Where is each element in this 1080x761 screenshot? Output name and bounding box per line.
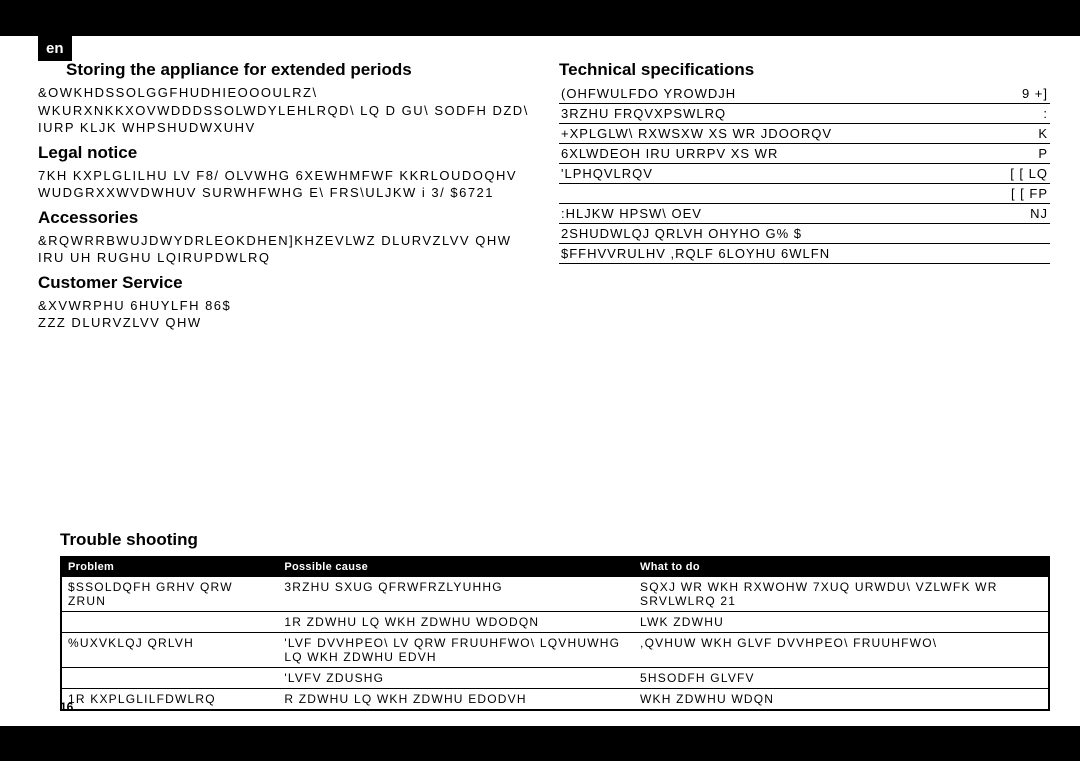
spec-value: K	[985, 124, 1050, 144]
spec-label	[559, 184, 985, 204]
heading-accessories: Accessories	[38, 208, 529, 228]
spec-label: 3RZHU FRQVXPSWLRQ	[559, 104, 985, 124]
para-storing: &OWKHDSSOLGGFHUDHIEOOOULRZ\ WKURXNKKXOVW…	[38, 84, 529, 137]
spec-label: 6XLWDEOH IRU URRPV XS WR	[559, 144, 985, 164]
ts-col-whattodo: What to do	[634, 557, 1049, 577]
spec-label: :HLJKW HPSW\ OEV	[559, 204, 985, 224]
troubleshooting-table: Problem Possible cause What to do $SSOLD…	[60, 556, 1050, 711]
spec-row: 3RZHU FRQVXPSWLRQ:	[559, 104, 1050, 124]
heading-storing: Storing the appliance for extended perio…	[66, 60, 529, 80]
left-column: Storing the appliance for extended perio…	[38, 54, 529, 332]
spec-row: $FFHVVRULHV ,RQLF 6LOYHU 6WLFN	[559, 244, 1050, 264]
spec-row: :HLJKW HPSW\ OEVNJ	[559, 204, 1050, 224]
spec-value	[985, 244, 1050, 264]
spec-row: (OHFWULFDO YROWDJH9 +]	[559, 84, 1050, 104]
para-customer-service: &XVWRPHU 6HUYLFH 86$ ZZZ DLURVZLVV QHW	[38, 297, 529, 332]
ts-row: 'LVFV ZDUSHG5HSODFH GLVFV	[61, 668, 1049, 689]
heading-tech-specs: Technical specifications	[559, 60, 1050, 80]
spec-label: (OHFWULFDO YROWDJH	[559, 84, 985, 104]
ts-row: $SSOLDQFH GRHV QRW ZRUN3RZHU SXUG QFRWFR…	[61, 577, 1049, 612]
ts-col-cause: Possible cause	[278, 557, 634, 577]
spec-value: [ [ LQ	[985, 164, 1050, 184]
spec-value	[985, 224, 1050, 244]
troubleshooting-section: Trouble shooting Problem Possible cause …	[60, 524, 1050, 711]
ts-action: SQXJ WR WKH RXWOHW 7XUQ URWDU\ VZLWFK WR…	[634, 577, 1049, 612]
spec-value: P	[985, 144, 1050, 164]
ts-cause: 1R ZDWHU LQ WKH ZDWHU WDODQN	[278, 612, 634, 633]
ts-action: LWK ZDWHU	[634, 612, 1049, 633]
spec-row: 2SHUDWLQJ QRLVH OHYHO G% $	[559, 224, 1050, 244]
ts-problem: 1R KXPLGLILFDWLRQ	[61, 689, 278, 711]
spec-value: :	[985, 104, 1050, 124]
manual-page: en Storing the appliance for extended pe…	[0, 36, 1080, 726]
ts-action: ,QVHUW WKH GLVF DVVHPEO\ FRUUHFWO\	[634, 633, 1049, 668]
spec-value: [ [ FP	[985, 184, 1050, 204]
ts-action: 5HSODFH GLVFV	[634, 668, 1049, 689]
spec-label: $FFHVVRULHV ,RQLF 6LOYHU 6WLFN	[559, 244, 985, 264]
ts-row: 1R ZDWHU LQ WKH ZDWHU WDODQNLWK ZDWHU	[61, 612, 1049, 633]
ts-cause: 'LVF DVVHPEO\ LV QRW FRUUHFWO\ LQVHUWHG …	[278, 633, 634, 668]
heading-customer-service: Customer Service	[38, 273, 529, 293]
page-number: 16	[60, 700, 73, 714]
spec-label: 'LPHQVLRQV	[559, 164, 985, 184]
right-column: Technical specifications (OHFWULFDO YROW…	[559, 54, 1050, 332]
spec-row: 'LPHQVLRQV[ [ LQ	[559, 164, 1050, 184]
ts-action: WKH ZDWHU WDQN	[634, 689, 1049, 711]
ts-problem: %UXVKLQJ QRLVH	[61, 633, 278, 668]
spec-table: (OHFWULFDO YROWDJH9 +]3RZHU FRQVXPSWLRQ:…	[559, 84, 1050, 264]
spec-value: NJ	[985, 204, 1050, 224]
ts-problem	[61, 612, 278, 633]
spec-label: +XPLGLW\ RXWSXW XS WR JDOORQV	[559, 124, 985, 144]
ts-cause: 'LVFV ZDUSHG	[278, 668, 634, 689]
ts-problem: $SSOLDQFH GRHV QRW ZRUN	[61, 577, 278, 612]
spec-label: 2SHUDWLQJ QRLVH OHYHO G% $	[559, 224, 985, 244]
heading-legal: Legal notice	[38, 143, 529, 163]
ts-row: %UXVKLQJ QRLVH'LVF DVVHPEO\ LV QRW FRUUH…	[61, 633, 1049, 668]
spec-value: 9 +]	[985, 84, 1050, 104]
ts-cause: R ZDWHU LQ WKH ZDWHU EDODVH	[278, 689, 634, 711]
para-legal: 7KH KXPLGLILHU LV F8/ OLVWHG 6XEWHMFWF K…	[38, 167, 529, 202]
spec-row: +XPLGLW\ RXWSXW XS WR JDOORQVK	[559, 124, 1050, 144]
spec-row: [ [ FP	[559, 184, 1050, 204]
ts-col-problem: Problem	[61, 557, 278, 577]
spec-row: 6XLWDEOH IRU URRPV XS WRP	[559, 144, 1050, 164]
heading-troubleshooting: Trouble shooting	[60, 530, 1050, 550]
ts-row: 1R KXPLGLILFDWLRQR ZDWHU LQ WKH ZDWHU ED…	[61, 689, 1049, 711]
para-accessories: &RQWRRBWUJDWYDRLEOKDHEN]KHZEVLWZ DLURVZL…	[38, 232, 529, 267]
ts-problem	[61, 668, 278, 689]
ts-cause: 3RZHU SXUG QFRWFRZLYUHHG	[278, 577, 634, 612]
content-columns: Storing the appliance for extended perio…	[38, 54, 1050, 332]
